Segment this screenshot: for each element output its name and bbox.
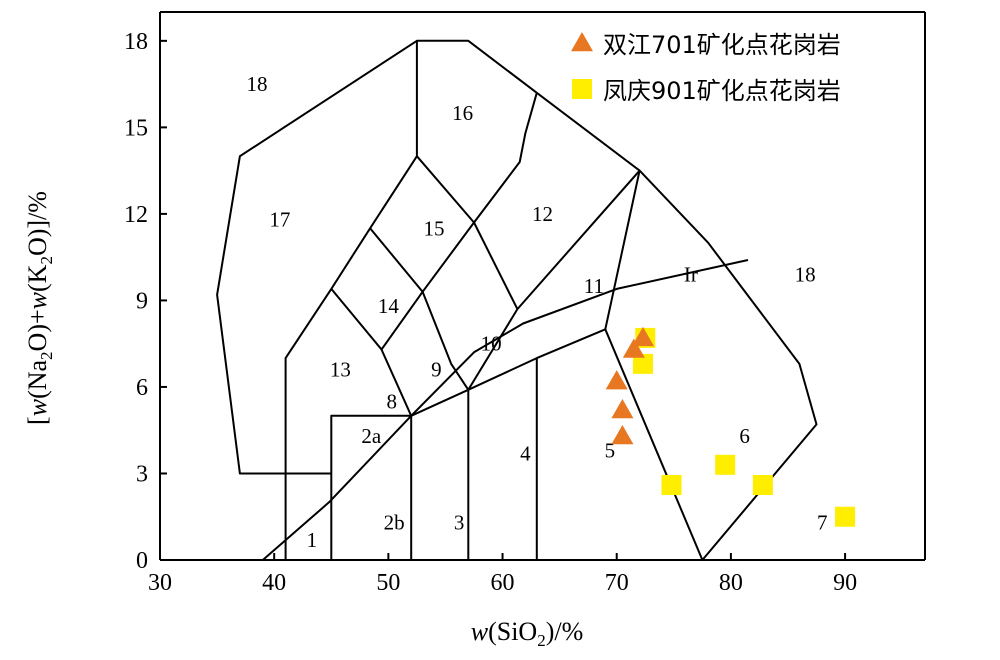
square-data-point xyxy=(752,475,773,496)
field-label: 1 xyxy=(307,528,318,552)
legend-marker xyxy=(572,79,592,99)
field-label: 2a xyxy=(361,424,382,448)
square-data-point xyxy=(835,506,856,527)
field-label: 18 xyxy=(795,262,816,286)
x-axis-title: w(SiO2)/% xyxy=(471,617,584,650)
legend-entry-label: 双江701矿化点花岗岩 xyxy=(603,31,841,59)
field-label: 9 xyxy=(431,358,442,382)
field-boundary-line xyxy=(473,92,538,224)
square-data-point xyxy=(632,353,653,374)
y-tick-label: 15 xyxy=(124,115,148,141)
x-tick-label: 50 xyxy=(376,570,400,596)
field-label: 5 xyxy=(605,438,616,462)
field-label: 4 xyxy=(520,441,531,465)
x-tick-label: 30 xyxy=(148,570,172,596)
y-tick-label: 3 xyxy=(136,461,148,487)
triangle-data-point xyxy=(622,338,645,358)
field-boundary-line xyxy=(536,328,704,561)
field-label: 7 xyxy=(817,511,828,535)
x-tick-label: 60 xyxy=(491,570,515,596)
y-tick-label: 18 xyxy=(124,29,148,55)
plot-frame xyxy=(159,11,926,561)
field-label: 11 xyxy=(584,274,604,298)
field-label: 13 xyxy=(330,358,351,382)
field-boundary-line xyxy=(410,259,749,417)
legend-entry-label: 凤庆901矿化点花岗岩 xyxy=(603,77,841,105)
field-label: 16 xyxy=(452,101,473,125)
y-tick-label: 0 xyxy=(136,548,148,574)
field-boundary-line xyxy=(604,170,641,330)
field-label: 10 xyxy=(481,332,502,356)
field-boundary-line xyxy=(473,222,519,310)
x-tick-label: 40 xyxy=(262,570,286,596)
field-boundary-line xyxy=(216,39,418,475)
field-boundary-line xyxy=(330,414,413,560)
field-label: 6 xyxy=(739,424,750,448)
field-boundary-line xyxy=(536,92,818,561)
field-label: 12 xyxy=(532,202,553,226)
field-boundary-line xyxy=(369,227,424,351)
triangle-data-point xyxy=(611,424,634,445)
x-tick-label: 80 xyxy=(719,570,743,596)
square-data-point xyxy=(715,454,736,475)
legend-marker xyxy=(571,32,593,52)
x-tick-label: 90 xyxy=(833,570,857,596)
x-axis-ticks: 30 40 50 60 70 80 90 xyxy=(148,553,857,596)
field-boundaries xyxy=(216,39,818,561)
field-label: 3 xyxy=(454,511,465,535)
field-boundary-line xyxy=(284,39,538,560)
field-label: 17 xyxy=(269,208,290,232)
x-tick-label: 70 xyxy=(605,570,629,596)
triangle-data-point xyxy=(605,370,628,390)
field-label: 14 xyxy=(378,294,400,318)
field-label: 2b xyxy=(384,511,405,535)
y-tick-label: 12 xyxy=(124,202,148,228)
field-label: Ir xyxy=(684,262,698,286)
field-boundary-line xyxy=(467,357,538,560)
y-tick-label: 6 xyxy=(136,375,148,401)
field-label: 8 xyxy=(387,389,398,413)
field-label: 15 xyxy=(424,216,445,240)
y-axis-title: [w(Na2O)+w(K2O)]/% xyxy=(23,191,56,425)
triangle-data-point xyxy=(611,399,634,419)
field-boundary-line xyxy=(330,169,641,417)
field-boundary-line xyxy=(421,291,470,391)
field-label: 18 xyxy=(247,72,268,96)
y-axis-ticks: 0 3 6 9 12 15 18 xyxy=(124,29,167,574)
square-data-point xyxy=(661,475,682,496)
field-labels: 18 17 16 15 12 14 13 11 Ir 18 10 9 82a 4 5 6 1 2b 3 7 xyxy=(247,72,828,552)
y-tick-label: 9 xyxy=(136,288,148,314)
data-points xyxy=(605,326,856,527)
triangle-data-point xyxy=(631,326,654,347)
